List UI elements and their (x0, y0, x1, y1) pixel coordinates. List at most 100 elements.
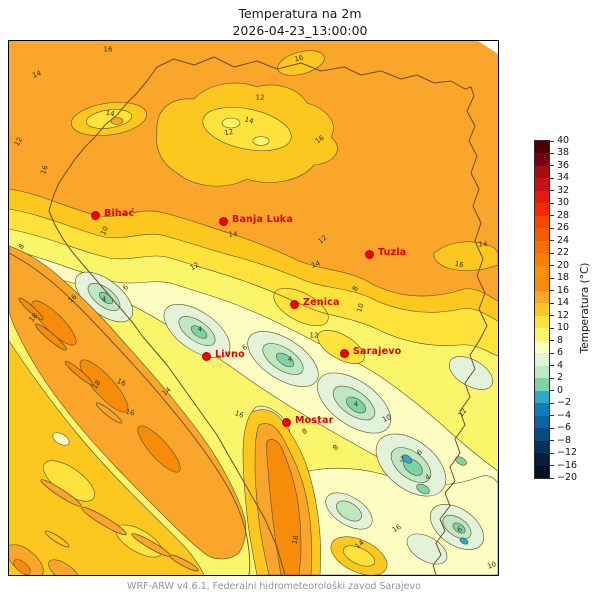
colorbar-segment (535, 253, 549, 266)
contour-value-label: 4 (101, 295, 107, 304)
colorbar-tick-label: 28 (557, 209, 570, 221)
colorbar-tick-mark (550, 252, 554, 254)
city-layer: Bihać Banja Luka Tuzla Zenica Livno Sarajevo M… (9, 41, 498, 575)
colorbar-segment (535, 440, 549, 454)
colorbar-segment (535, 328, 549, 341)
colorbar-tick-label: 6 (557, 347, 564, 359)
colorbar-tick-label: 12 (557, 309, 570, 321)
colorbar-tick-mark (550, 277, 554, 279)
colorbar-segment (535, 378, 549, 391)
city-marker (218, 216, 228, 226)
colorbar-tick-mark (550, 215, 554, 217)
temperature-map: 16 14 12 16 14 12 14 12 16 16 14 16 14 10 8 12 12 14 8 10 12… (8, 40, 499, 576)
timestamp: 2026-04-23_13:00:00 (232, 22, 368, 38)
city-marker (281, 417, 291, 427)
title-block: Temperatura na 2m 2026-04-23_13:00:00 (0, 6, 600, 39)
contour-value-label: 4 (197, 325, 203, 334)
colorbar-tick-mark (550, 477, 554, 479)
colorbar-tick-mark (550, 377, 554, 379)
colorbar-tick-label: 4 (557, 359, 564, 371)
colorbar-segment (535, 353, 549, 366)
city-label: Banja Luka (232, 214, 293, 225)
colorbar-segment (535, 265, 549, 279)
colorbar-segment (535, 203, 549, 216)
colorbar-tick-mark (550, 152, 554, 154)
colorbar-tick-mark (550, 290, 554, 292)
colorbar-tick-mark (550, 452, 554, 454)
colorbar-tick-mark (550, 202, 554, 204)
city-marker (339, 348, 349, 358)
colorbar-tick-mark (550, 190, 554, 192)
colorbar-tick-label: −12 (557, 447, 578, 459)
colorbar-segment (535, 228, 549, 241)
colorbar (534, 140, 550, 479)
colorbar-tick-label: −16 (557, 459, 578, 471)
colorbar-segment (535, 278, 549, 291)
colorbar-tick-mark (550, 402, 554, 404)
temperature-field-svg (9, 41, 498, 575)
colorbar-tick-label: 14 (557, 297, 570, 309)
colorbar-tick-label: 2 (557, 372, 564, 384)
colorbar-segment (535, 365, 549, 379)
colorbar-segment (535, 390, 549, 404)
city-label: Bihać (104, 208, 135, 219)
colorbar-tick-label: 38 (557, 147, 570, 159)
colorbar-tick-mark (550, 427, 554, 429)
colorbar-tick-label: 26 (557, 222, 570, 234)
colorbar-tick-mark (550, 177, 554, 179)
colorbar-tick-mark (550, 390, 554, 392)
colorbar-tick-label: 22 (557, 247, 570, 259)
colorbar-axis-label: Temperatura (°C) (579, 262, 591, 354)
colorbar-segment (535, 290, 549, 304)
colorbar-tick-label: 30 (557, 197, 570, 209)
footer-credit: WRF-ARW v4.6.1, Federalni hidrometeorolo… (127, 581, 421, 592)
colorbar-segment (535, 340, 549, 354)
colorbar-tick-mark (550, 315, 554, 317)
colorbar-tick-label: 8 (557, 334, 564, 346)
colorbar-tick-mark (550, 165, 554, 167)
colorbar-tick-mark (550, 327, 554, 329)
colorbar-segment (535, 465, 549, 479)
city-marker (201, 351, 211, 361)
colorbar-segment (535, 240, 549, 254)
contour-value-label: 14 (228, 230, 238, 239)
colorbar-tick-label: −4 (557, 409, 572, 421)
city-label: Tuzla (378, 247, 407, 258)
colorbar-tick-label: 40 (557, 135, 570, 146)
colorbar-tick-label: −2 (557, 397, 572, 409)
city-label: Livno (215, 349, 245, 360)
colorbar-tick-mark (550, 140, 554, 142)
colorbar-tick-label: 32 (557, 184, 570, 196)
contour-value-label: 12 (309, 331, 319, 340)
city-label: Zenica (303, 297, 340, 308)
colorbar-tick-mark (550, 352, 554, 354)
colorbar-segment (535, 428, 549, 441)
colorbar-tick-mark (550, 265, 554, 267)
city-marker (289, 299, 299, 309)
colorbar-segment (535, 153, 549, 166)
colorbar-tick-mark (550, 365, 554, 367)
contour-value-label: 4 (287, 355, 293, 364)
colorbar-segment (535, 190, 549, 204)
colorbar-tick-label: 24 (557, 234, 570, 246)
colorbar-tick-label: 20 (557, 259, 570, 271)
colorbar-tick-label: −6 (557, 422, 572, 434)
colorbar-tick-mark (550, 240, 554, 242)
city-marker (90, 210, 100, 220)
colorbar-tick-label: 16 (557, 284, 570, 296)
colorbar-tick-label: 18 (557, 272, 570, 284)
contour-value-label: 14 (478, 240, 488, 249)
colorbar-segment (535, 178, 549, 191)
contour-label-layer: 16 14 12 16 14 12 14 12 16 16 14 16 14 10 8 12 12 14 8 10 12… (9, 41, 498, 575)
colorbar-tick-mark (550, 227, 554, 229)
page-title: Temperatura na 2m (238, 6, 362, 21)
city-label: Mostar (295, 415, 334, 426)
colorbar-segment (535, 165, 549, 179)
colorbar-tick-label: 36 (557, 159, 570, 171)
city-marker (364, 249, 374, 259)
contour-value-label: 16 (103, 45, 113, 54)
colorbar-segment (535, 215, 549, 229)
colorbar-segment (535, 453, 549, 466)
contour-value-label: 12 (255, 93, 265, 102)
